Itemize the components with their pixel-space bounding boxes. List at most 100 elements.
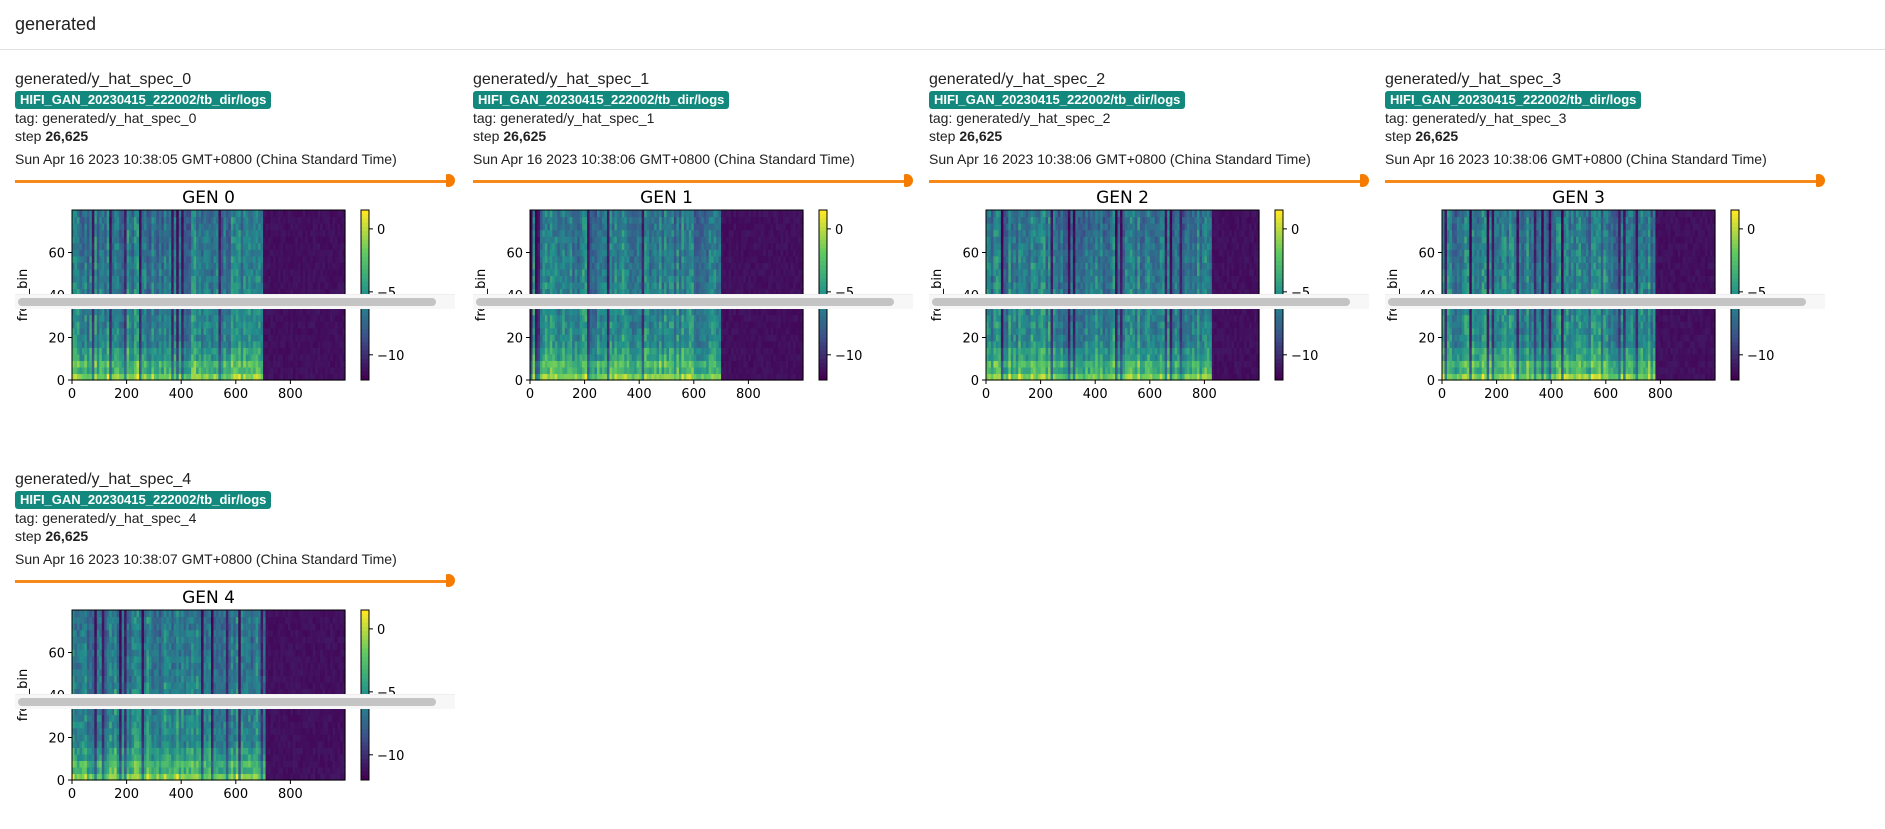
step-line: step 26,625 — [1385, 127, 1825, 145]
horizontal-scrollbar[interactable] — [15, 694, 455, 709]
x-tick-label: 400 — [1539, 387, 1564, 401]
step-slider[interactable] — [15, 174, 455, 188]
timestamp: Sun Apr 16 2023 10:38:06 GMT+0800 (China… — [473, 151, 855, 167]
heatmap — [72, 610, 346, 781]
slider-thumb[interactable] — [446, 574, 455, 587]
y-tick-label: 0 — [1427, 374, 1435, 389]
colorbar-tick-label: 0 — [377, 223, 385, 238]
x-tick-label: 400 — [627, 387, 652, 401]
x-tick-label: 800 — [278, 787, 303, 801]
figure-title: GEN 1 — [640, 189, 693, 208]
heatmap — [1442, 210, 1716, 381]
step-value: 26,625 — [1415, 128, 1459, 144]
step-line: step 26,625 — [473, 127, 913, 145]
step-slider[interactable] — [929, 174, 1369, 188]
scrollbar-thumb[interactable] — [18, 298, 436, 306]
x-tick-label: 800 — [1648, 387, 1673, 401]
x-tick-label: 200 — [1028, 387, 1053, 401]
x-tick-label: 600 — [223, 787, 248, 801]
step-slider[interactable] — [1385, 174, 1825, 188]
step-line: step 26,625 — [929, 127, 1369, 145]
step-prefix: step — [929, 128, 960, 144]
slider-track — [473, 180, 908, 183]
x-tick-label: 400 — [1083, 387, 1108, 401]
tag-value: generated/y_hat_spec_1 — [500, 110, 655, 126]
colorbar-tick-label: 0 — [1291, 223, 1299, 238]
step-slider[interactable] — [473, 174, 913, 188]
y-tick-label: 20 — [48, 732, 65, 747]
tag-value: generated/y_hat_spec_0 — [42, 110, 197, 126]
figure-title: GEN 2 — [1096, 189, 1149, 208]
horizontal-scrollbar[interactable] — [1385, 294, 1825, 309]
card-title: generated/y_hat_spec_0 — [15, 71, 192, 88]
card-title: generated/y_hat_spec_3 — [1385, 71, 1562, 88]
step-prefix: step — [473, 128, 504, 144]
x-tick-label: 200 — [572, 387, 597, 401]
x-tick-label: 0 — [982, 387, 990, 401]
x-tick-label: 800 — [736, 387, 761, 401]
y-tick-label: 60 — [48, 247, 65, 262]
tag-line: tag: generated/y_hat_spec_2 — [929, 109, 1369, 127]
section-title: generated — [15, 14, 97, 34]
step-value: 26,625 — [959, 128, 1003, 144]
timestamp: Sun Apr 16 2023 10:38:05 GMT+0800 (China… — [15, 151, 397, 167]
tag-prefix: tag: — [1385, 110, 1413, 126]
spectrogram-image: GEN 402004006008000204060freq_bin0−5−10 — [15, 589, 455, 801]
timestamp: Sun Apr 16 2023 10:38:06 GMT+0800 (China… — [1385, 151, 1767, 167]
x-tick-label: 600 — [1137, 387, 1162, 401]
horizontal-scrollbar[interactable] — [473, 294, 913, 309]
x-tick-label: 600 — [223, 387, 248, 401]
step-prefix: step — [1385, 128, 1416, 144]
x-tick-label: 0 — [68, 787, 76, 801]
colorbar-tick-label: 0 — [377, 623, 385, 638]
slider-track — [1385, 180, 1820, 183]
run-chip: HIFI_GAN_20230415_222002/tb_dir/logs — [929, 91, 1186, 109]
run-chip: HIFI_GAN_20230415_222002/tb_dir/logs — [1385, 91, 1642, 109]
colorbar-tick-label: −10 — [1747, 349, 1774, 364]
step-line: step 26,625 — [15, 527, 455, 545]
x-tick-label: 600 — [1593, 387, 1618, 401]
run-chip: HIFI_GAN_20230415_222002/tb_dir/logs — [15, 91, 272, 109]
y-tick-label: 60 — [506, 247, 523, 262]
x-tick-label: 800 — [278, 387, 303, 401]
colorbar-tick-label: −10 — [377, 749, 404, 764]
scrollbar-thumb[interactable] — [476, 298, 894, 306]
x-tick-label: 600 — [681, 387, 706, 401]
figure-title: GEN 0 — [182, 189, 235, 208]
scrollbar-thumb[interactable] — [932, 298, 1350, 306]
colorbar-tick-label: 0 — [1747, 223, 1755, 238]
figure-title: GEN 4 — [182, 589, 235, 608]
step-line: step 26,625 — [15, 127, 455, 145]
card-title: generated/y_hat_spec_4 — [15, 471, 192, 488]
y-tick-label: 0 — [57, 374, 65, 389]
colorbar-tick-label: −10 — [835, 349, 862, 364]
horizontal-scrollbar[interactable] — [929, 294, 1369, 309]
step-value: 26,625 — [45, 528, 89, 544]
x-tick-label: 0 — [68, 387, 76, 401]
colorbar-tick-label: 0 — [835, 223, 843, 238]
horizontal-scrollbar[interactable] — [15, 294, 455, 309]
y-tick-label: 20 — [1418, 332, 1435, 347]
slider-thumb[interactable] — [1360, 174, 1369, 187]
tag-value: generated/y_hat_spec_4 — [42, 510, 197, 526]
tag-prefix: tag: — [473, 110, 501, 126]
figure-title: GEN 3 — [1552, 189, 1605, 208]
colorbar — [361, 610, 369, 781]
y-tick-label: 60 — [962, 247, 979, 262]
scrollbar-thumb[interactable] — [1388, 298, 1806, 306]
step-slider[interactable] — [15, 574, 455, 588]
x-tick-label: 400 — [169, 387, 194, 401]
slider-thumb[interactable] — [904, 174, 913, 187]
image-card: generated/y_hat_spec_1 HIFI_GAN_20230415… — [473, 70, 913, 401]
x-tick-label: 200 — [114, 787, 139, 801]
heatmap — [986, 210, 1260, 381]
slider-thumb[interactable] — [1816, 174, 1825, 187]
timestamp: Sun Apr 16 2023 10:38:06 GMT+0800 (China… — [929, 151, 1311, 167]
x-tick-label: 800 — [1192, 387, 1217, 401]
step-prefix: step — [15, 128, 46, 144]
slider-thumb[interactable] — [446, 174, 455, 187]
tag-line: tag: generated/y_hat_spec_1 — [473, 109, 913, 127]
scrollbar-thumb[interactable] — [18, 698, 436, 706]
x-tick-label: 200 — [1484, 387, 1509, 401]
y-tick-label: 0 — [57, 774, 65, 789]
